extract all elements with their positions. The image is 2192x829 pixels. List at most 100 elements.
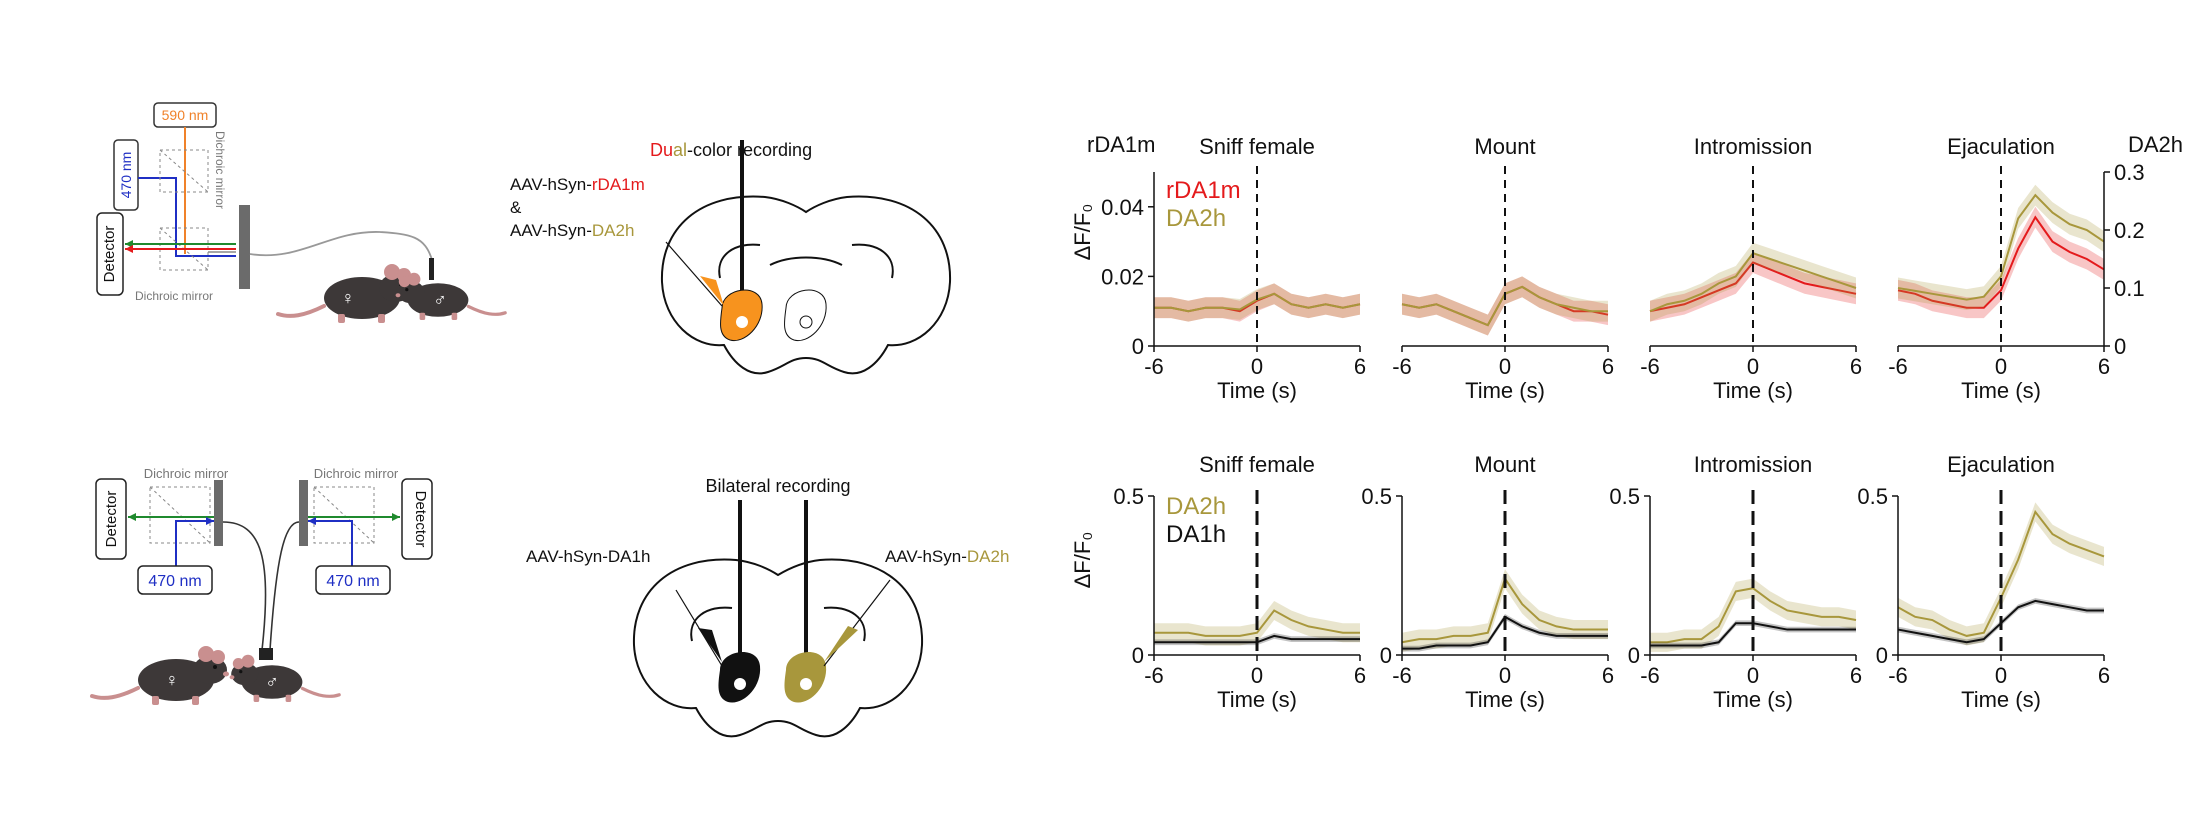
top-fiber-port [239, 205, 250, 289]
top-ejaculation-x-label: Time (s) [1961, 378, 2041, 403]
bottom-intromission-da2h-sem-band [1650, 578, 1856, 652]
bottom-detector-right-label: Detector [412, 491, 429, 548]
top-mount-x-tick-label: 6 [1602, 354, 1614, 379]
bottom-dichroic-right-label: Dichroic mirror [314, 466, 399, 481]
top-dichroic-upper-diag [159, 149, 209, 193]
top-photometry-schematic: 590 nm 470 nm Dichroic mirror Dichroic m… [96, 102, 507, 325]
bottom-sniff-female-x-tick-label: -6 [1144, 663, 1164, 688]
bottom-female-symbol: ♀ [165, 670, 179, 690]
bottom-detector-left-box [95, 478, 127, 560]
top-intromission-x-tick-label: 6 [1850, 354, 1862, 379]
top-laser-590-label: 590 nm [162, 107, 209, 123]
bottom-sniff-female-title: Sniff female [1199, 452, 1315, 477]
bottom-ejaculation-x-label: Time (s) [1961, 687, 2041, 712]
top-sniff-female-title: Sniff female [1199, 134, 1315, 159]
bottom-intromission-x-tick-label: 0 [1747, 663, 1759, 688]
top-intromission-rda1m-sem-band [1650, 252, 1856, 322]
bottom-sniff-female-da2h-line [1154, 609, 1360, 637]
top-laser-470-box [113, 139, 139, 211]
top-fiber-cable [249, 231, 433, 261]
top-legend-rda1m: rDA1m [1166, 177, 1241, 204]
bottom-dichroic-left-diag [149, 486, 211, 544]
top-right-y-tick-label-right: 0.3 [2114, 160, 2145, 185]
bottom-dichroic-right-diag [313, 486, 375, 544]
top-intromission-x-tick-label: 0 [1747, 354, 1759, 379]
top-mount-rda1m-sem-band [1402, 276, 1608, 336]
bottom-blue-left-arrow [206, 517, 214, 525]
bottom-legend-da2h: DA2h [1166, 493, 1226, 520]
top-brain-outline [660, 195, 952, 375]
top-ac-left [736, 316, 748, 328]
top-right-y-tick-label-right: 0 [2114, 334, 2126, 359]
bottom-intromission-x-label: Time (s) [1713, 687, 1793, 712]
top-legend-da2h: DA2h [1166, 205, 1226, 232]
top-ejaculation-rda1m-line [1897, 215, 2105, 309]
bottom-port-right [299, 480, 308, 546]
bottom-mount-title: Mount [1474, 452, 1535, 477]
bottom-intromission-x-tick-label: -6 [1640, 663, 1660, 688]
bottom-injection-right-tip [824, 626, 858, 662]
top-corpus-callosum [769, 256, 843, 266]
bottom-sniff-female-x-tick-label: 6 [1354, 663, 1366, 688]
bottom-ejaculation-da2h-sem-band [1898, 502, 2104, 646]
bottom-photometry-schematic: Detector Dichroic mirror 470 nm Dichroic… [90, 466, 433, 707]
top-nac-right [783, 289, 827, 342]
bottom-ejaculation-x-tick-label: 0 [1995, 663, 2007, 688]
top-virus1-name: rDA1m [592, 175, 645, 194]
top-sniff-female-x-tick-label: 0 [1251, 354, 1263, 379]
top-ejaculation-x-tick-label: 6 [2098, 354, 2110, 379]
bottom-mount-x-tick-label: -6 [1392, 663, 1412, 688]
bottom-ejaculation-x-tick-label: -6 [1888, 663, 1908, 688]
bottom-ac-left [734, 678, 746, 690]
top-intromission-da2h-sem-band [1650, 242, 1856, 322]
top-male-mouse [394, 271, 507, 322]
bottom-mount-x-tick-label: 0 [1499, 663, 1511, 688]
top-female-symbol: ♀ [341, 288, 355, 308]
top-implant [429, 258, 434, 280]
bottom-sniff-female-x-tick-label: 0 [1251, 663, 1263, 688]
bottom-male-symbol: ♂ [265, 672, 279, 692]
top-nac-left [719, 289, 763, 342]
top-left-y-tick-label: 0 [1132, 334, 1144, 359]
bottom-panel-1-y-tick-label: 0 [1132, 643, 1144, 668]
top-ejaculation-x-tick-label: -6 [1888, 354, 1908, 379]
top-left-y-tick-label: 0.04 [1101, 195, 1144, 220]
top-brain-title-al: al [673, 140, 687, 160]
bottom-laser-right-box [315, 565, 391, 595]
top-ejaculation-rda1m-sem-band [1898, 206, 2104, 319]
bottom-panel-2-y-tick-label: 0.5 [1361, 484, 1392, 509]
bottom-panel-2-y-tick-label: 0 [1380, 643, 1392, 668]
top-brain-diagram: Dual-color recording AAV-hSyn-rDA1m & AA… [510, 140, 952, 375]
top-virus1: AAV-hSyn-rDA1m [510, 175, 645, 194]
bottom-mount-x-tick-label: 6 [1602, 663, 1614, 688]
top-laser-470-label: 470 nm [118, 152, 134, 199]
bottom-panel-4-y-tick-label: 0 [1876, 643, 1888, 668]
bottom-brain-diagram: Bilateral recording AAV-hSyn-DA1h AAV-hS… [526, 476, 1009, 738]
bottom-panel-4-y-tick-label: 0.5 [1857, 484, 1888, 509]
top-injection-tip [700, 276, 724, 306]
bottom-brain-title: Bilateral recording [705, 476, 850, 496]
top-brain-title-du: Du [650, 140, 673, 160]
bottom-intromission-x-tick-label: 6 [1850, 663, 1862, 688]
top-mount-title: Mount [1474, 134, 1535, 159]
bottom-fiber-left [222, 521, 267, 651]
top-brain-title: Dual-color recording [650, 140, 812, 160]
top-red-arrow [125, 245, 133, 253]
top-virus-amp: & [510, 198, 522, 217]
top-sniff-female-x-tick-label: 6 [1354, 354, 1366, 379]
bottom-mount-x-label: Time (s) [1465, 687, 1545, 712]
top-right-axis-title: DA2h [2128, 132, 2183, 157]
bottom-nac-left [718, 652, 761, 703]
top-sniff-female-da2h-sem-band [1154, 283, 1360, 322]
bottom-dichroic-left-label: Dichroic mirror [144, 466, 229, 481]
bottom-ejaculation-x-tick-label: 6 [2098, 663, 2110, 688]
bottom-ventricle-right [823, 606, 866, 642]
bottom-intromission-title: Intromission [1694, 452, 1813, 477]
y-axis-label: ΔF/F₀ [1070, 204, 1095, 261]
bottom-injection-right [823, 579, 891, 667]
top-intromission-title: Intromission [1694, 134, 1813, 159]
top-sniff-female-x-tick-label: -6 [1144, 354, 1164, 379]
bottom-female-mouse [90, 644, 231, 707]
bottom-port-left [214, 480, 223, 546]
